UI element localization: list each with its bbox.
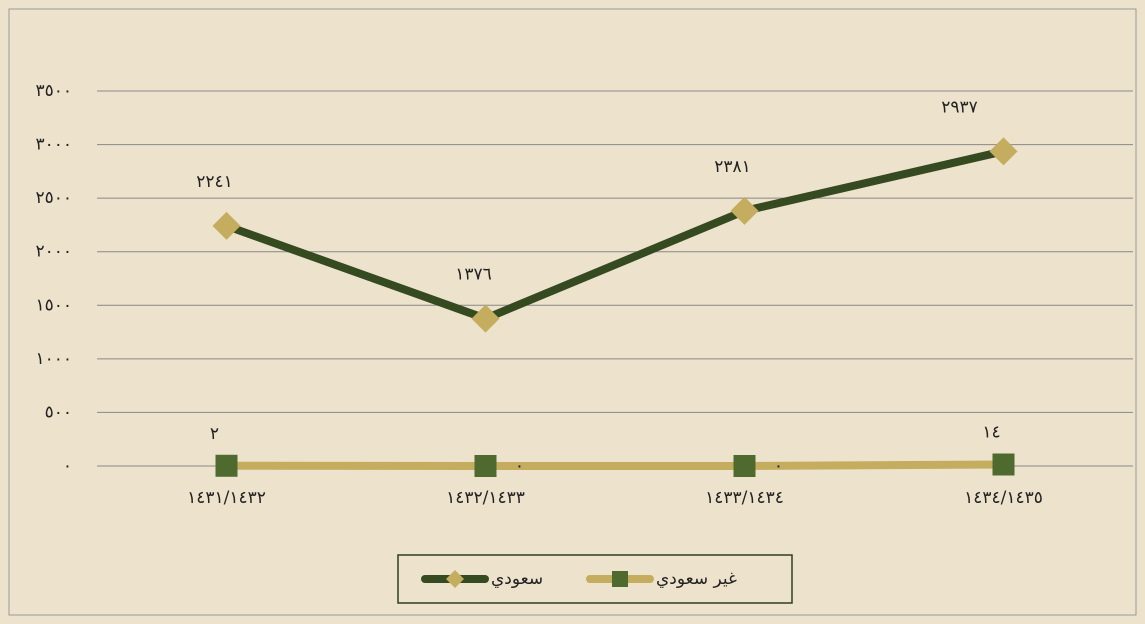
data-label: ٢ xyxy=(210,424,219,444)
point-marker xyxy=(989,137,1018,166)
x-tick-label: ١٤٣٤/١٤٣٥ xyxy=(964,488,1043,508)
x-tick-label: ١٤٣٢/١٤٣٣ xyxy=(446,488,525,508)
legend-marker xyxy=(446,570,464,588)
y-tick-label: ١٥٠٠ xyxy=(35,295,72,315)
y-tick-label: ١٠٠٠ xyxy=(35,349,72,369)
chart-frame xyxy=(8,8,1137,616)
series-line xyxy=(226,460,1004,470)
data-label: ٠ xyxy=(774,456,783,476)
y-tick-label: ٥٠٠ xyxy=(45,402,72,422)
point-marker xyxy=(730,196,759,225)
point-marker xyxy=(215,454,238,477)
data-label: ٢٣٨١ xyxy=(714,157,751,177)
data-label: ١٤ xyxy=(982,423,1000,443)
legend-marker xyxy=(612,571,628,587)
legend-label: غير سعودي xyxy=(656,569,737,589)
y-tick-label: ٣٥٠٠ xyxy=(35,81,72,101)
point-marker xyxy=(733,455,756,477)
legend-box xyxy=(397,554,793,604)
y-tick-label: ٠ xyxy=(63,456,72,476)
series-line xyxy=(225,147,1005,323)
data-label: ٢٢٤١ xyxy=(196,172,233,192)
y-tick-label: ٢٥٠٠ xyxy=(35,188,72,208)
point-marker xyxy=(474,455,497,477)
legend-label: سعودي xyxy=(491,569,543,589)
y-tick-label: ٣٠٠٠ xyxy=(35,135,72,155)
x-tick-label: ١٤٣١/١٤٣٢ xyxy=(187,488,266,508)
data-label: ٠ xyxy=(515,456,524,476)
point-marker xyxy=(212,211,241,240)
point-marker xyxy=(471,304,500,333)
y-tick-label: ٢٠٠٠ xyxy=(35,242,72,262)
data-label: ١٣٧٦ xyxy=(455,265,492,285)
point-marker xyxy=(992,453,1015,476)
data-label: ٢٩٣٧ xyxy=(941,97,978,117)
x-tick-label: ١٤٣٣/١٤٣٤ xyxy=(705,488,784,508)
